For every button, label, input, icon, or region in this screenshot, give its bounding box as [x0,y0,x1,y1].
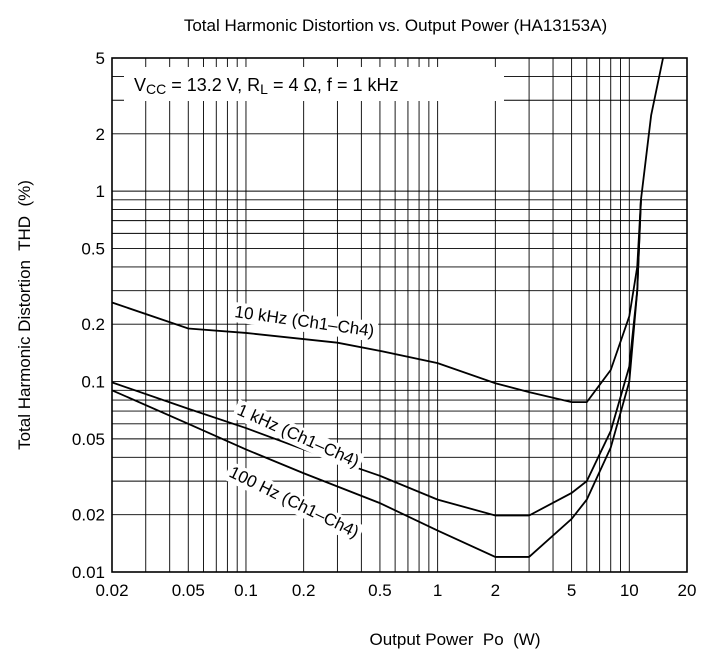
x-tick-label: 0.2 [292,581,316,600]
x-tick-label: 10 [620,581,639,600]
x-tick-label: 1 [433,581,442,600]
curve-label-text: 10 kHz (Ch1–Ch4) [233,302,375,340]
x-tick-label: 5 [567,581,576,600]
curve-series-3 [111,199,642,558]
x-tick-label: 0.05 [172,581,205,600]
curve-label-text: 100 Hz (Ch1–Ch4) [226,463,362,542]
curve-label-2: 1 kHz (Ch1–Ch4) [231,399,365,474]
y-tick-label: 0.05 [72,430,105,449]
grid [112,58,687,572]
x-tick-label: 20 [678,581,697,600]
y-tick-label: 0.2 [81,315,105,334]
curve-label-1: 10 kHz (Ch1–Ch4) [230,301,379,342]
x-axis-label: Output Power Po (W) [370,630,541,649]
y-tick-label: 0.01 [72,563,105,582]
curve-series-2 [111,199,642,517]
y-tick-label: 0.02 [72,506,105,525]
y-axis-label: Total Harmonic Distortion THD (%) [15,180,34,450]
x-tick-label: 0.5 [368,581,392,600]
plot-frame [111,57,688,573]
y-tick-label: 2 [96,125,105,144]
y-tick-label: 1 [96,182,105,201]
x-tick-label: 0.02 [95,581,128,600]
chart-title: Total Harmonic Distortion vs. Output Pow… [184,16,607,35]
curves [111,57,664,558]
conditions-text: VCC = 13.2 V, RL = 4 Ω, f = 1 kHz [134,75,398,97]
conditions-box-bg [124,67,504,101]
curve-series-1 [111,57,664,404]
curve-label-mask [230,301,379,342]
conditions-box: VCC = 13.2 V, RL = 4 Ω, f = 1 kHz [124,67,504,101]
curve-label-mask [223,461,365,544]
curve-label-mask [231,399,365,474]
y-tick-label: 5 [96,49,105,68]
y-tick-label: 0.5 [81,239,105,258]
y-tick-label: 0.1 [81,373,105,392]
x-tick-label: 2 [491,581,500,600]
tick-labels: 0.02 0.05 0.1 0.2 0.5 1 2 5 10 200.010.020.050.10… [72,49,697,600]
curve-label-3: 100 Hz (Ch1–Ch4) [223,461,365,544]
x-tick-label: 0.1 [234,581,258,600]
